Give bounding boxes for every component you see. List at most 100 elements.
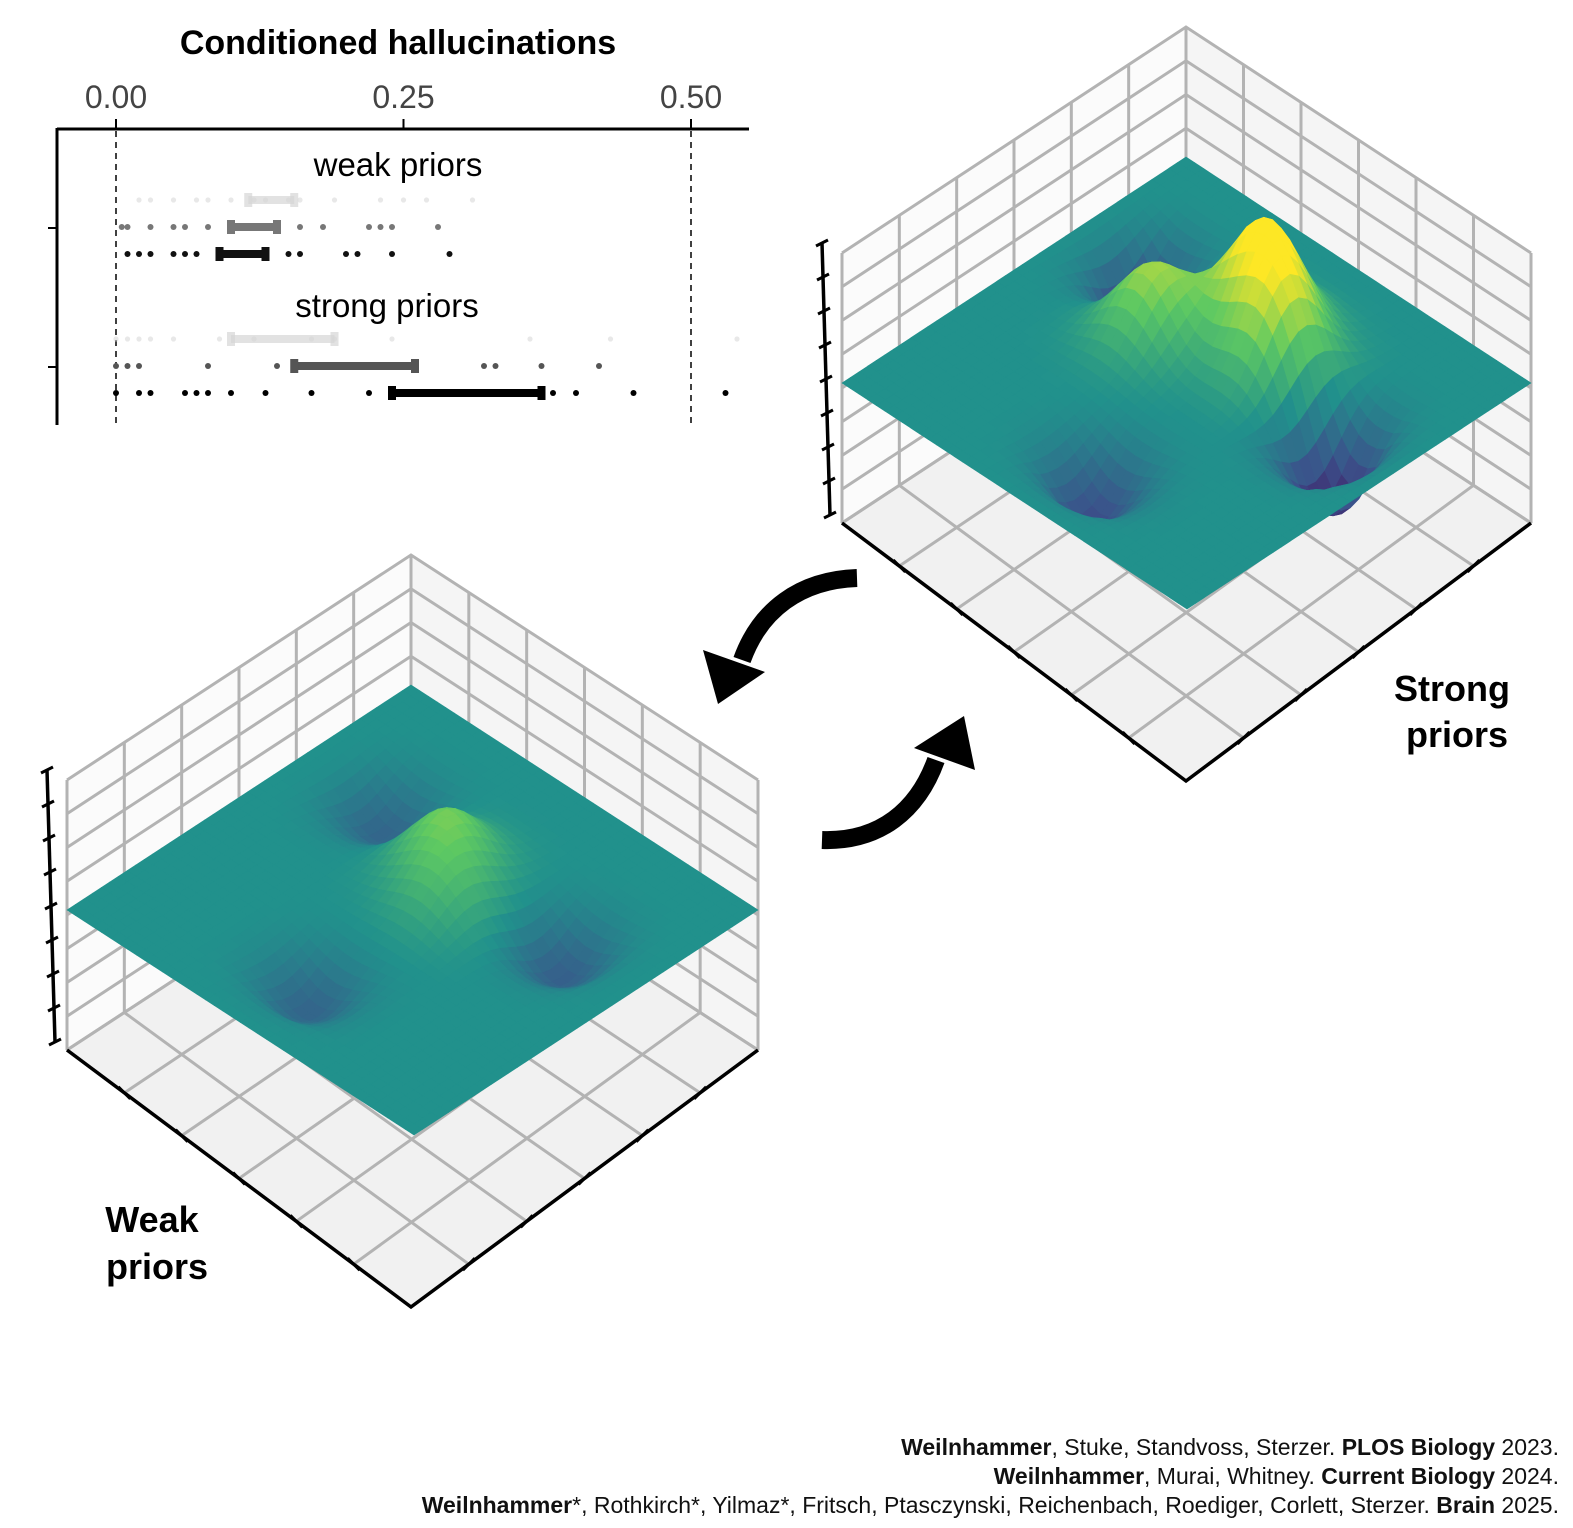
data-point	[170, 224, 177, 230]
data-point	[274, 363, 280, 369]
cycle-arrows	[703, 569, 975, 850]
data-point	[308, 390, 315, 396]
data-point	[136, 336, 142, 342]
axis-tick	[231, 1171, 247, 1186]
data-point	[124, 363, 131, 369]
strong-priors-label-line2: priors	[1406, 714, 1508, 755]
grid-line	[66, 620, 759, 849]
data-point	[377, 197, 384, 203]
grid-line	[841, 126, 1532, 356]
grid-line	[66, 586, 759, 816]
grid-line	[841, 25, 1532, 255]
data-point	[193, 390, 200, 396]
axis-frame	[815, 238, 1533, 784]
data-point	[228, 390, 234, 396]
axis-tick	[289, 1214, 304, 1229]
data-point	[113, 363, 119, 369]
data-point	[228, 197, 234, 203]
weak-priors-label-line1: Weak	[105, 1199, 199, 1240]
data-point	[147, 390, 154, 396]
data-point	[320, 224, 326, 230]
data-point	[147, 224, 154, 230]
surface-cell	[404, 1123, 424, 1136]
data-point	[435, 224, 441, 230]
axis-tick	[44, 901, 58, 911]
axis-tick	[1351, 644, 1366, 660]
x-tick-label: 0.00	[85, 79, 147, 115]
axis-tick	[892, 558, 907, 574]
dotplot-panel: Conditioned hallucinations 0.00 0.25 0.50 …	[48, 24, 749, 425]
interval-cap	[411, 359, 419, 373]
interval-cap	[261, 247, 270, 261]
ref-author: Weilnhammer	[901, 1434, 1052, 1460]
ref-coauthors: , Murai, Whitney.	[1144, 1463, 1322, 1489]
data-point	[216, 336, 223, 342]
data-point	[136, 363, 142, 369]
dotplot-marks	[113, 193, 740, 400]
data-point	[446, 251, 453, 257]
data-point	[538, 363, 545, 369]
axis-tick	[461, 1257, 476, 1272]
axis-tick	[117, 1085, 132, 1100]
axis-tick	[42, 833, 56, 843]
ref-year: 2024.	[1495, 1463, 1559, 1489]
data-point	[596, 363, 602, 369]
data-point	[389, 224, 395, 230]
data-point	[607, 336, 614, 342]
axis-tick	[41, 799, 55, 809]
data-point	[722, 390, 729, 396]
arrow-to-strong-head-icon	[914, 716, 975, 770]
axis-tick	[43, 867, 57, 877]
data-point	[136, 390, 142, 396]
data-point	[182, 251, 188, 257]
data-point	[170, 251, 177, 257]
data-point	[734, 336, 740, 342]
data-point	[136, 197, 142, 203]
data-point	[205, 197, 211, 203]
dotplot-x-axis: 0.00 0.25 0.50	[48, 79, 749, 425]
interval-cap	[290, 359, 299, 373]
data-point	[297, 224, 303, 230]
reference-line: Weilnhammer, Murai, Whitney. Current Bio…	[422, 1462, 1559, 1491]
grid-line	[841, 58, 1532, 289]
axis-tick	[816, 272, 830, 282]
surface-mesh	[841, 156, 1532, 610]
group-label-weak: weak priors	[313, 146, 483, 183]
grid-line	[66, 654, 759, 883]
data-point	[170, 336, 177, 342]
axis-tick	[817, 306, 831, 316]
data-point	[377, 224, 384, 230]
grid-line	[66, 553, 759, 782]
weak-priors-label-line2: priors	[106, 1246, 208, 1287]
axis-tick	[821, 442, 835, 452]
axis-tick	[1121, 730, 1136, 746]
ref-year: 2023.	[1495, 1434, 1559, 1460]
data-point	[136, 251, 142, 257]
arrow-to-strong-icon	[821, 756, 945, 850]
data-point	[389, 336, 395, 342]
x-tick-label: 0.50	[660, 79, 722, 115]
axis-tick	[46, 969, 60, 979]
data-point	[205, 390, 211, 396]
data-point	[205, 363, 211, 369]
grid-line	[352, 1011, 702, 1266]
data-point	[147, 251, 154, 257]
data-point	[389, 251, 395, 257]
axis-tick	[40, 765, 54, 775]
axis-frame	[40, 765, 760, 1310]
data-point	[124, 251, 131, 257]
data-point	[124, 224, 131, 230]
data-point	[550, 390, 556, 396]
axis-tick	[577, 1171, 592, 1186]
data-point	[297, 197, 303, 203]
ref-journal: Brain	[1436, 1492, 1496, 1518]
grid-line	[841, 92, 1532, 322]
data-point	[124, 336, 131, 342]
data-point	[469, 197, 476, 203]
surface-plot-weak	[40, 553, 760, 1310]
data-point	[366, 390, 372, 396]
axis-tick	[635, 1128, 650, 1143]
data-point	[262, 390, 269, 396]
axis-tick	[519, 1214, 534, 1229]
